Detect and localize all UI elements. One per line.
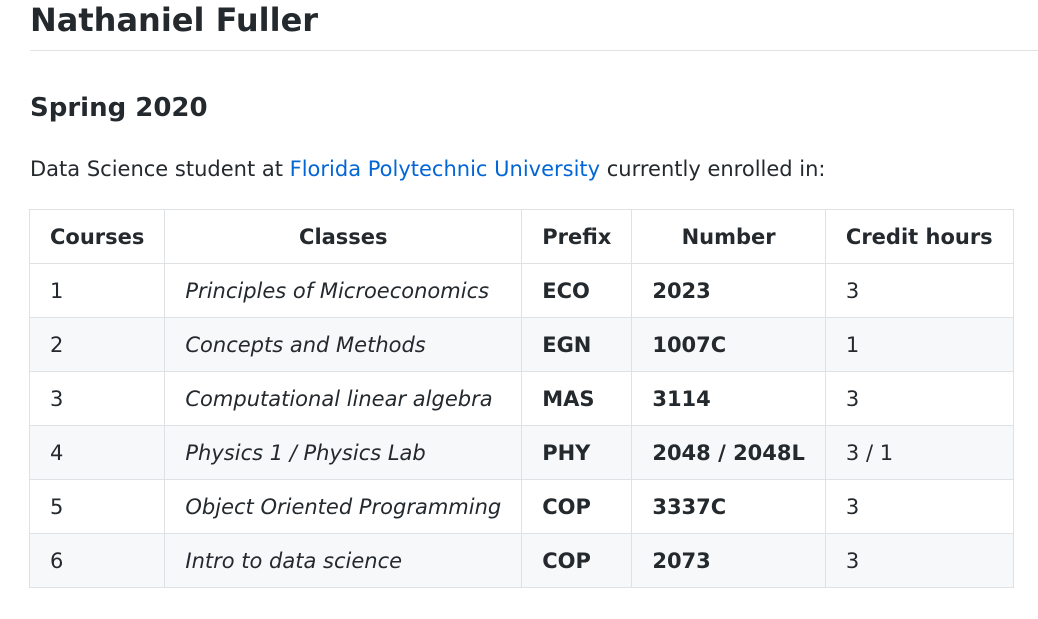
credit-cell: 3 [824,263,1014,318]
credit-cell: 3 [824,371,1014,426]
course-cell: 6 [28,533,166,588]
title-divider [30,50,1038,51]
class-cell: Intro to data science [164,533,523,588]
header-classes: Classes [164,209,523,264]
university-link[interactable]: Florida Polytechnic University [289,157,601,181]
prefix-cell: COP [521,533,633,588]
number-cell: 2023 [631,263,826,318]
class-cell: Computational linear algebra [164,371,523,426]
class-cell: Object Oriented Programming [164,479,523,534]
credit-cell: 3 [824,479,1014,534]
header-courses: Courses [28,209,166,264]
course-cell: 3 [28,371,166,426]
number-cell: 2073 [631,533,826,588]
course-cell: 2 [28,317,166,372]
table-row: 4 Physics 1 / Physics Lab PHY 2048 / 204… [28,425,1014,480]
prefix-cell: PHY [521,425,633,480]
table-row: 2 Concepts and Methods EGN 1007C 1 [28,317,1014,372]
number-cell: 2048 / 2048L [631,425,826,480]
header-credit-hours: Credit hours [824,209,1014,264]
intro-paragraph: Data Science student at Florida Polytech… [30,154,826,184]
course-cell: 4 [28,425,166,480]
credit-cell: 3 [824,533,1014,588]
table-row: 5 Object Oriented Programming COP 3337C … [28,479,1014,534]
number-cell: 3337C [631,479,826,534]
course-cell: 5 [28,479,166,534]
prefix-cell: ECO [521,263,633,318]
intro-text-before: Data Science student at [30,157,290,181]
intro-text-after: currently enrolled in: [600,157,826,181]
prefix-cell: EGN [521,317,633,372]
table-header-row: Courses Classes Prefix Number Credit hou… [28,209,1014,264]
prefix-cell: MAS [521,371,633,426]
page-title: Nathaniel Fuller [30,1,319,39]
header-number: Number [631,209,826,264]
table-row: 1 Principles of Microeconomics ECO 2023 … [28,263,1014,318]
credit-cell: 1 [824,317,1014,372]
section-title: Spring 2020 [30,93,208,123]
class-cell: Physics 1 / Physics Lab [164,425,523,480]
prefix-cell: COP [521,479,633,534]
course-cell: 1 [28,263,166,318]
number-cell: 1007C [631,317,826,372]
table-row: 3 Computational linear algebra MAS 3114 … [28,371,1014,426]
table-row: 6 Intro to data science COP 2073 3 [28,533,1014,588]
credit-cell: 3 / 1 [824,425,1014,480]
header-prefix: Prefix [521,209,633,264]
courses-table: Courses Classes Prefix Number Credit hou… [28,209,1014,588]
class-cell: Concepts and Methods [164,317,523,372]
number-cell: 3114 [631,371,826,426]
class-cell: Principles of Microeconomics [164,263,523,318]
